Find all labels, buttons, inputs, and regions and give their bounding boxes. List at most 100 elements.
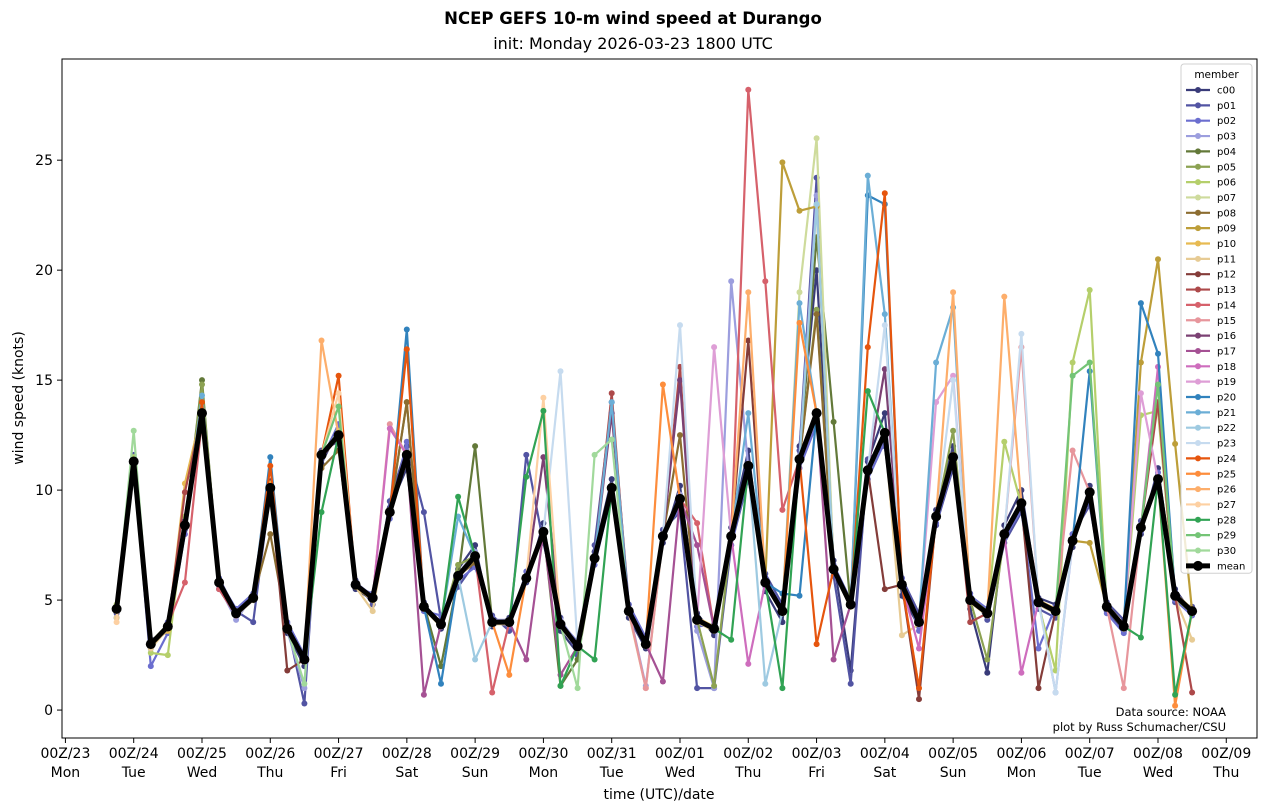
point-p21 [881,311,888,318]
x-tick-label: 00Z/03 [792,746,842,762]
x-tick-day-label: Tue [121,765,146,781]
legend-label: p04 [1217,147,1236,158]
point-p17 [659,678,666,685]
point-mean [623,606,634,617]
x-axis-label: time (UTC)/date [603,787,714,803]
point-mean [111,603,122,614]
legend-marker [1195,516,1201,523]
legend-label: p21 [1217,408,1236,419]
legend-item-p17: p17 [1186,346,1236,357]
legend-item-mean: mean [1186,560,1245,572]
point-mean [1067,535,1078,546]
point-p13 [181,489,188,496]
point-p03 [301,685,308,692]
legend-label: p16 [1217,331,1236,342]
legend-label: p01 [1217,101,1236,112]
point-p12 [745,337,752,344]
point-p28 [455,493,462,500]
point-p01 [523,451,530,458]
x-tick-label: 00Z/23 [40,746,90,762]
point-p02 [147,663,154,670]
legend-item-p02: p02 [1186,116,1236,127]
x-tick-label: 00Z/25 [177,746,227,762]
legend-marker [1195,179,1201,186]
point-mean [948,452,959,463]
point-p23 [557,368,564,375]
point-p21 [199,392,205,399]
point-p27 [113,619,120,626]
y-tick-label: 0 [44,703,53,719]
point-p12 [1035,685,1042,692]
point-mean [1135,522,1146,533]
point-mean [248,592,259,603]
series-lines [111,86,1198,709]
legend: member c00 p01 p02 p03 p04 p05 p06 p07 p08 p09 p10 p… [1180,63,1253,574]
point-mean [931,511,942,522]
legend-marker [1195,286,1201,293]
legend-marker [1195,240,1201,247]
point-p21 [608,399,615,406]
legend-marker [1195,209,1201,216]
legend-item-p26: p26 [1186,485,1236,496]
point-mean [453,570,464,581]
legend-item-p03: p03 [1186,132,1236,143]
legend-label: p08 [1217,208,1236,219]
legend-item-p23: p23 [1186,439,1236,450]
point-p23 [677,322,683,329]
chart-subtitle: init: Monday 2026-03-23 1800 UTC [493,34,773,53]
point-mean [879,427,890,438]
point-p23 [950,377,957,384]
point-p17 [694,542,701,549]
point-p18 [386,425,393,432]
point-p11 [898,632,905,639]
point-mean [436,619,446,630]
x-tick-day-label: Thu [734,765,761,781]
x-tick-label: 00Z/07 [1065,746,1115,762]
point-mean [1118,621,1129,632]
legend-title: member [1194,69,1239,81]
point-p08 [267,531,274,538]
point-p25 [1172,702,1179,709]
point-mean [794,454,805,465]
point-p06 [1086,287,1093,293]
legend-label: p22 [1217,423,1236,434]
legend-item-p04: p04 [1186,147,1236,158]
legend-item-p27: p27 [1186,500,1236,511]
legend-item-p18: p18 [1186,362,1236,373]
point-mean [828,564,839,575]
point-mean [692,614,703,625]
legend-item-p06: p06 [1186,178,1236,189]
annotation-author: plot by Russ Schumacher/CSU [1053,720,1226,734]
point-mean [367,592,378,603]
point-p04 [199,377,205,384]
point-p09 [1137,359,1144,366]
legend-label: p11 [1217,254,1236,265]
point-p19 [950,372,957,379]
y-axis-label: wind speed (knots) [11,331,27,465]
point-mean [418,601,429,612]
point-p06 [147,649,154,656]
x-tick-day-label: Sun [462,765,489,781]
point-p27 [335,390,342,397]
point-p12 [881,586,888,593]
x-tick-label: 00Z/26 [245,746,295,762]
x-tick-day-label: Tue [599,765,624,781]
point-p28 [1172,691,1179,698]
point-mean [709,623,720,634]
legend-marker [1195,532,1201,539]
x-tick-day-label: Thu [256,765,283,781]
point-p08 [813,311,820,318]
legend-item-p21: p21 [1186,408,1236,419]
point-p18 [1018,669,1025,676]
legend-label: p05 [1217,162,1236,173]
legend-item-p14: p14 [1186,300,1236,311]
point-mean [914,617,924,628]
point-p15 [1069,447,1076,454]
point-p30 [591,451,598,458]
x-tick-day-label: Wed [187,765,218,781]
point-p13 [967,619,974,626]
point-mean [162,621,173,632]
point-mean [777,606,788,617]
legend-marker [1195,547,1201,554]
point-p01 [694,685,701,692]
